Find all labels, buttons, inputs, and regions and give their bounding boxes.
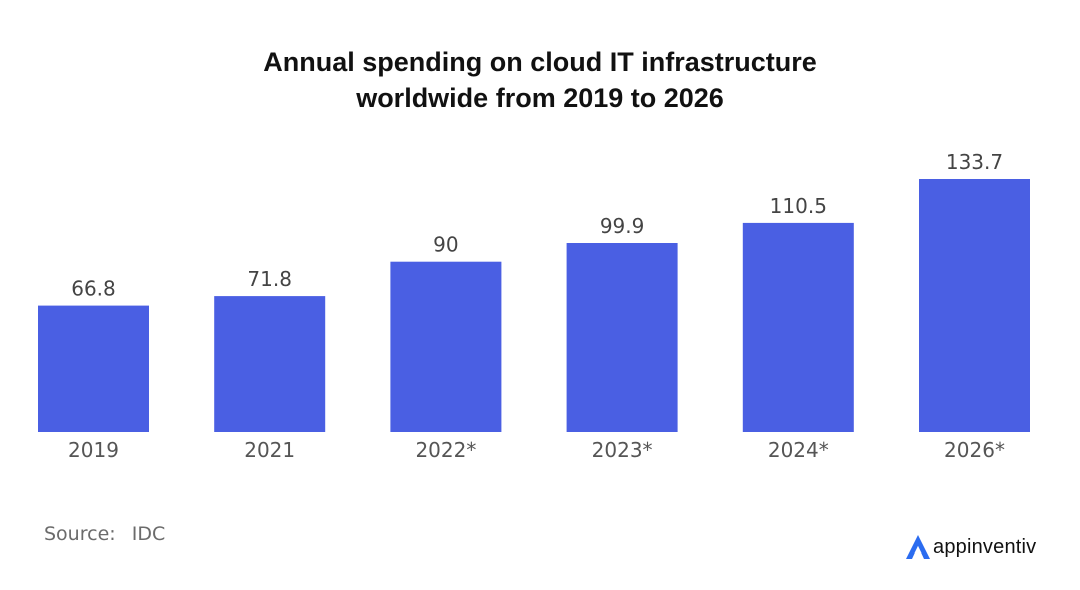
bar-value-label: 71.8 (247, 267, 292, 291)
x-tick-label: 2023* (592, 438, 653, 462)
appinventiv-logo-icon (906, 535, 930, 559)
bar-value-label: 66.8 (71, 277, 116, 301)
bar-2022* (390, 261, 502, 432)
bar-2026* (919, 179, 1030, 432)
x-tick-label: 2024* (768, 438, 829, 462)
source-note: Source: IDC (44, 523, 165, 545)
x-tick-label: 2026* (944, 438, 1005, 462)
bar-value-label: 133.7 (946, 150, 1003, 174)
brand-logo: appinventiv (905, 532, 1036, 562)
x-tick-label: 2021 (244, 438, 295, 462)
bar-value-label: 99.9 (600, 214, 645, 238)
chart-title: Annual spending on cloud IT infrastructu… (0, 44, 1080, 116)
bar-value-label: 90 (433, 233, 458, 257)
bar-2021 (214, 296, 326, 432)
x-tick-label: 2019 (68, 438, 119, 462)
bar-2019 (38, 305, 149, 432)
bar-2023* (566, 243, 678, 432)
x-tick-label: 2022* (415, 438, 476, 462)
source-label: Source: (44, 523, 116, 545)
chart-title-line-1: Annual spending on cloud IT infrastructu… (263, 47, 817, 77)
bar-2024* (742, 222, 854, 432)
source-value: IDC (131, 523, 166, 545)
bar-value-label: 110.5 (770, 194, 827, 218)
brand-name: appinventiv (933, 535, 1037, 558)
chart-title-line-2: worldwide from 2019 to 2026 (356, 83, 724, 113)
